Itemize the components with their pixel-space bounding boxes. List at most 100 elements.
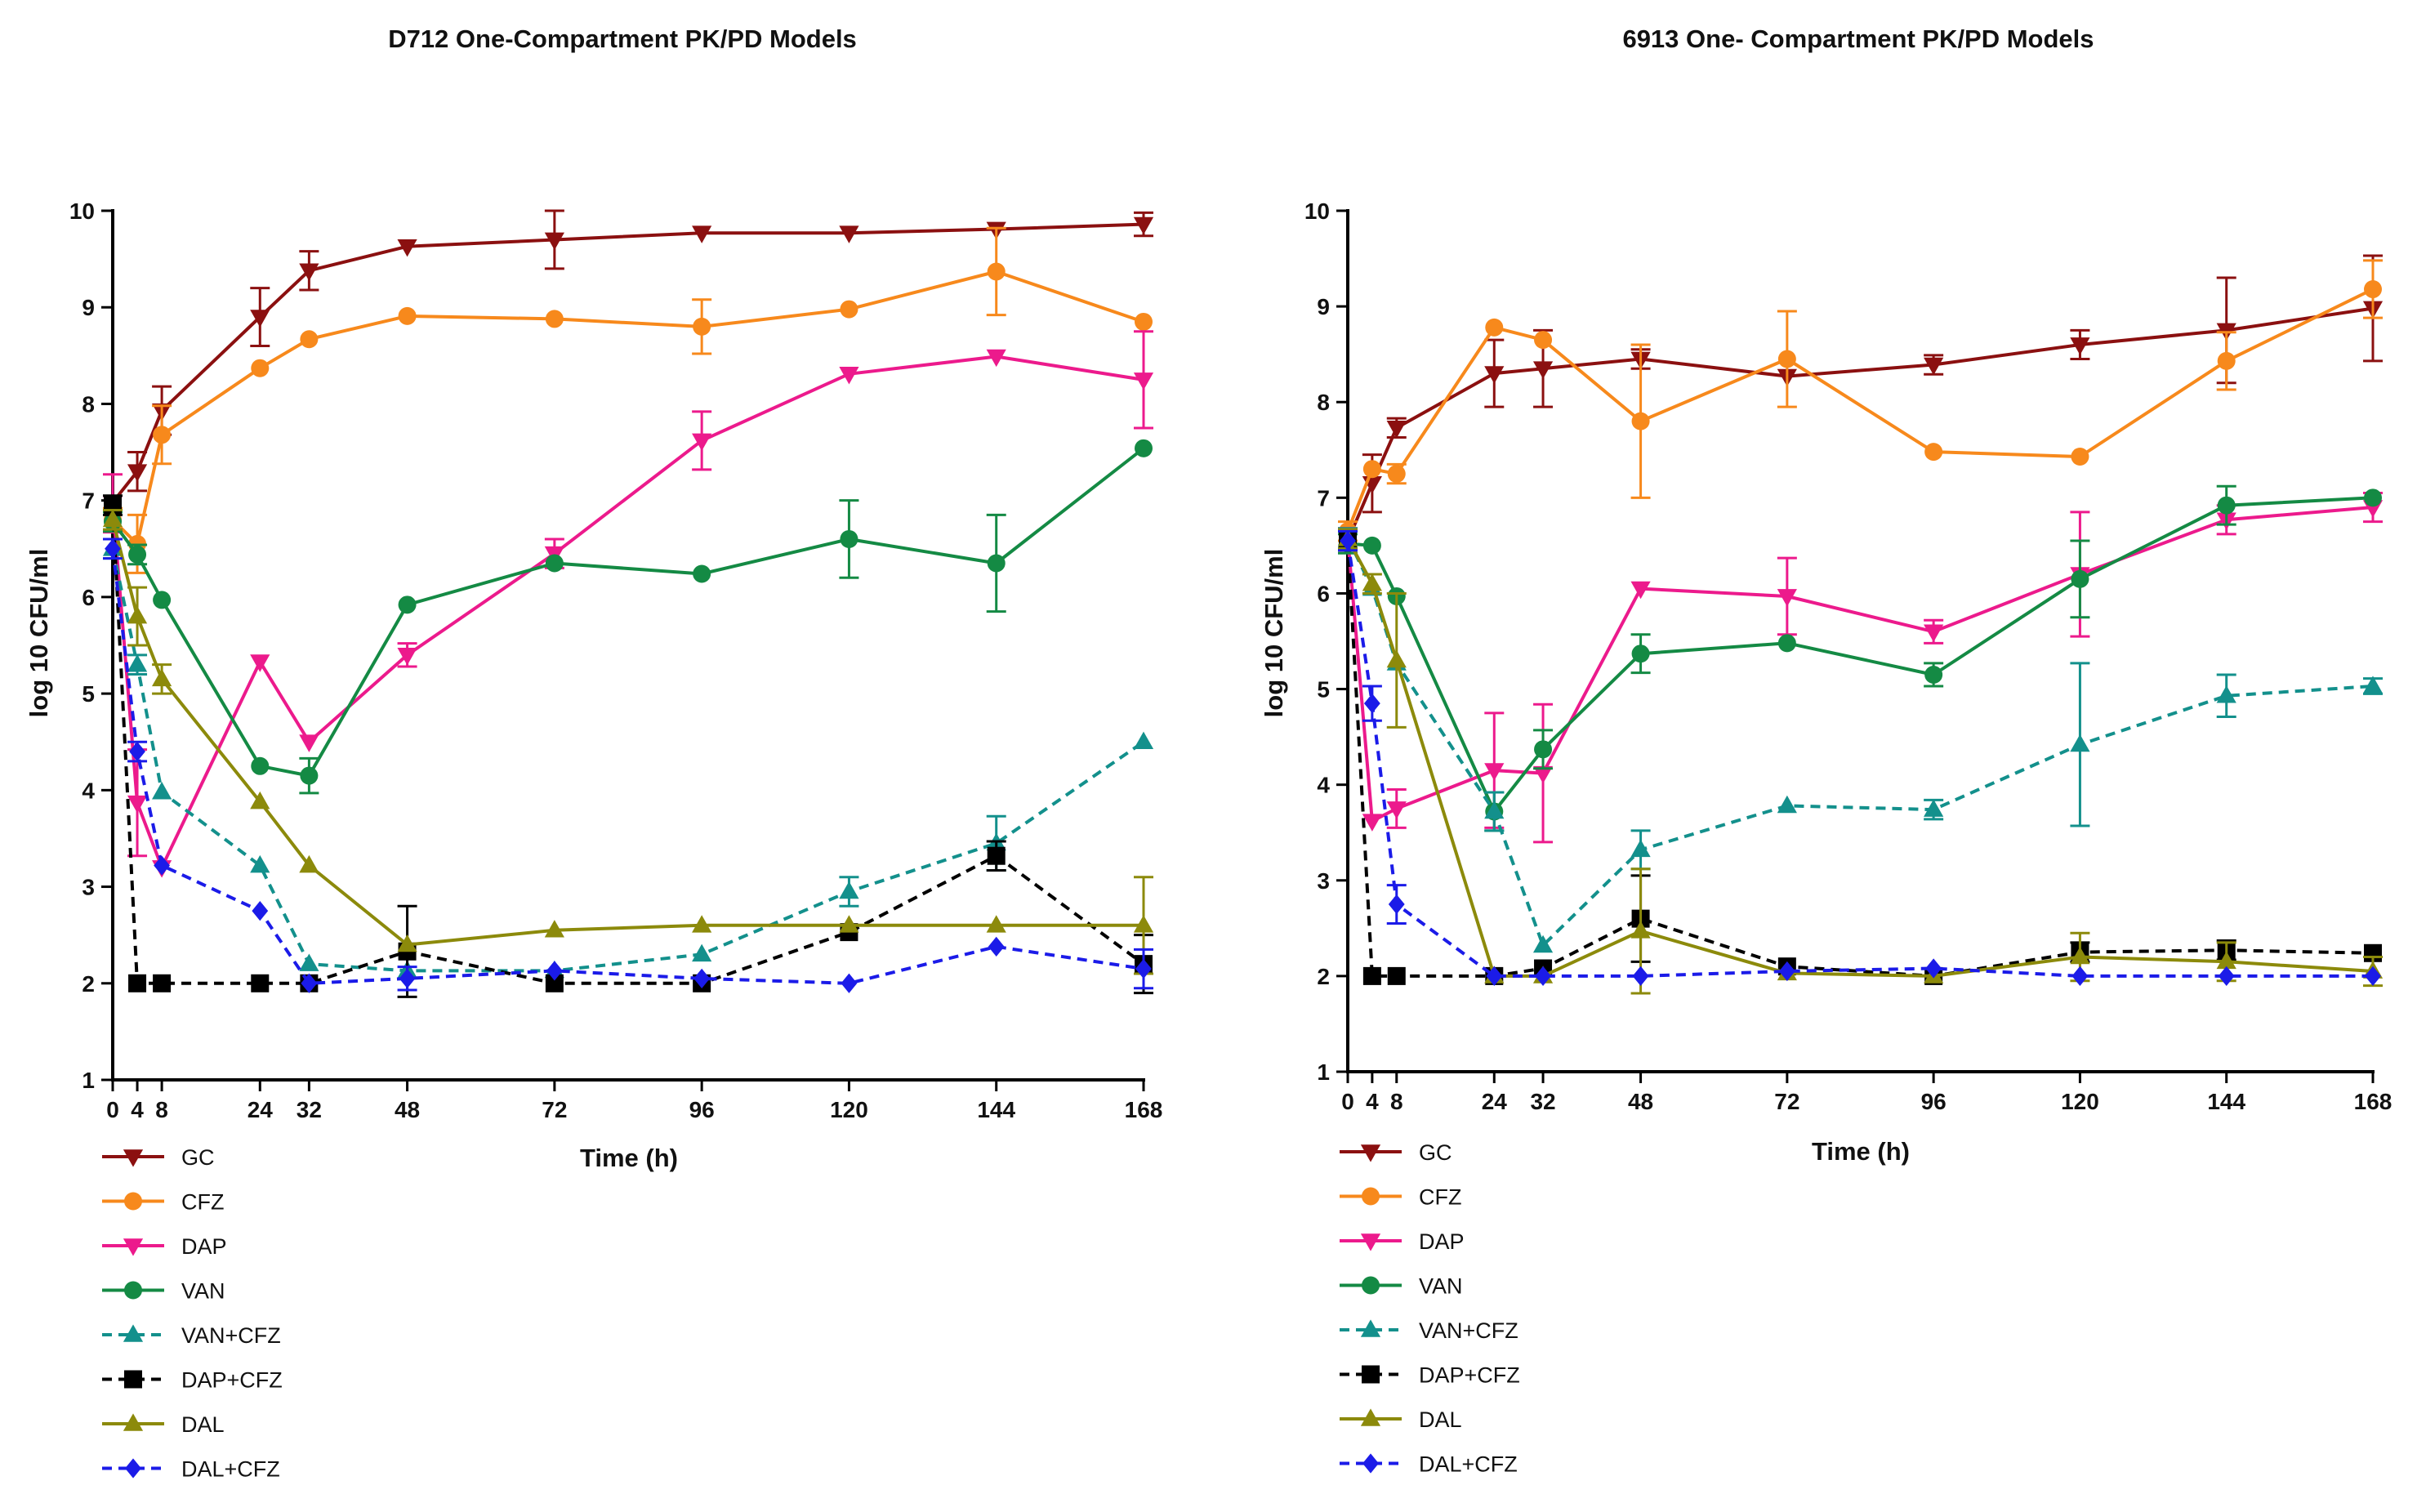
x-tick-label: 0 <box>106 1097 119 1122</box>
y-tick-label: 1 <box>1317 1059 1330 1085</box>
x-tick-label: 144 <box>2207 1089 2245 1114</box>
x-tick-label: 144 <box>977 1097 1015 1122</box>
data-point <box>1534 740 1553 759</box>
data-point <box>1777 589 1797 607</box>
data-point <box>1925 958 1942 979</box>
data-point <box>1532 934 1554 953</box>
data-point <box>841 973 858 993</box>
legend-item: DAL+CFZ <box>102 1457 280 1482</box>
data-point <box>1387 465 1406 484</box>
data-point <box>544 232 564 251</box>
data-point <box>1924 799 1944 817</box>
series-dap <box>1337 491 2384 844</box>
legend-item: DAP <box>102 1234 227 1259</box>
data-point <box>153 591 172 609</box>
data-point <box>1362 814 1382 832</box>
x-tick-label: 168 <box>2354 1089 2392 1114</box>
legend-marker <box>124 1370 142 1389</box>
data-point <box>1340 530 1356 551</box>
data-point <box>2070 946 2090 965</box>
data-point <box>693 968 711 988</box>
data-point <box>692 943 712 962</box>
x-tick-label: 168 <box>1125 1097 1163 1122</box>
data-point <box>1924 443 1943 462</box>
legend-label: CFZ <box>1419 1185 1461 1210</box>
y-tick-label: 3 <box>82 875 95 900</box>
data-point <box>299 734 319 752</box>
legend-label: DAP <box>181 1234 227 1259</box>
data-point <box>2217 496 2236 515</box>
legend-marker <box>1360 1408 1381 1426</box>
data-point <box>397 648 417 666</box>
x-tick-label: 32 <box>1530 1089 1555 1114</box>
data-point <box>1484 801 1505 819</box>
data-point <box>840 529 858 548</box>
y-tick-label: 9 <box>1317 294 1330 319</box>
data-point <box>301 973 318 993</box>
legend-item: CFZ <box>1340 1185 1461 1210</box>
series-van <box>103 439 1153 795</box>
data-point <box>545 974 564 992</box>
data-point <box>1135 958 1152 979</box>
legend-marker <box>1362 1453 1379 1474</box>
legend-marker <box>123 1238 144 1256</box>
legend-marker <box>124 1192 142 1211</box>
data-point <box>399 968 416 988</box>
series-line <box>1346 540 2373 978</box>
x-tick-label: 120 <box>2061 1089 2099 1114</box>
data-point <box>2071 447 2089 466</box>
legend-item: DAL <box>1340 1407 1462 1432</box>
legend-marker <box>123 1324 144 1342</box>
data-point <box>1362 460 1381 479</box>
data-point <box>151 782 172 800</box>
data-point <box>153 426 172 444</box>
y-tick-label: 9 <box>82 295 95 320</box>
series-line <box>1346 540 2374 978</box>
legend-item: GC <box>102 1145 215 1170</box>
data-point <box>545 554 564 573</box>
data-point <box>1535 966 1551 986</box>
data-point <box>1386 649 1407 668</box>
legend-label: DAP+CFZ <box>1419 1363 1520 1388</box>
data-point <box>251 974 270 992</box>
data-point <box>250 654 270 672</box>
data-point <box>693 564 711 583</box>
data-point <box>1363 694 1380 714</box>
data-point <box>127 464 148 482</box>
data-point <box>1133 216 1154 235</box>
legend-item: GC <box>1340 1140 1452 1165</box>
x-tick-label: 24 <box>247 1097 274 1122</box>
chart-title: D712 One-Compartment PK/PD Models <box>388 25 857 53</box>
y-tick-label: 3 <box>1317 868 1330 894</box>
series-line <box>111 548 1144 985</box>
legend-item: DAP+CFZ <box>1340 1363 1520 1388</box>
data-point <box>839 881 859 899</box>
legend-label: CFZ <box>181 1190 224 1215</box>
series-dal <box>102 508 1154 975</box>
legend-marker <box>1360 1233 1381 1251</box>
data-point <box>987 846 1006 865</box>
data-point <box>692 433 712 452</box>
legend-marker <box>1360 1319 1381 1337</box>
data-point <box>250 854 270 873</box>
data-point <box>397 934 417 952</box>
legend-label: GC <box>1419 1140 1452 1165</box>
data-point <box>1532 361 1554 379</box>
x-tick-label: 96 <box>689 1097 715 1122</box>
data-point <box>1924 357 1944 376</box>
x-tick-label: 4 <box>1366 1089 1379 1114</box>
data-point <box>300 766 319 785</box>
data-point <box>129 741 145 762</box>
data-point <box>1630 839 1651 858</box>
legend-marker <box>125 1458 141 1479</box>
data-point <box>1485 318 1504 337</box>
y-tick-label: 7 <box>82 488 95 514</box>
x-tick-label: 8 <box>155 1097 168 1122</box>
y-tick-label: 6 <box>1317 581 1330 606</box>
x-axis-title: Time (h) <box>580 1144 678 1172</box>
legend-item: CFZ <box>102 1190 224 1215</box>
data-point <box>2217 351 2236 370</box>
